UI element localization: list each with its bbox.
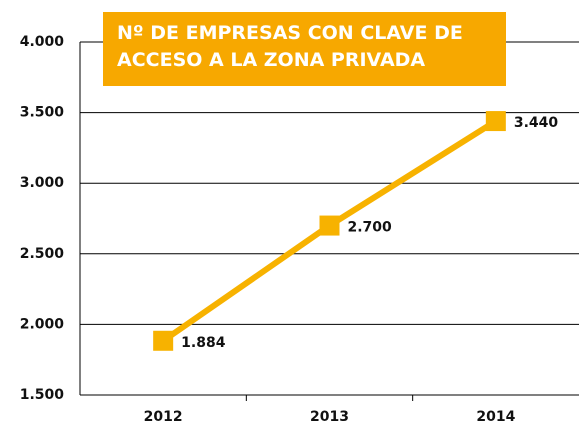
marker [153,330,174,351]
y-tick-label: 4.000 [20,34,65,50]
data-label: 3.440 [514,115,559,131]
x-tick-label: 2013 [310,409,349,425]
y-tick-label: 3.500 [20,105,65,121]
y-tick-label: 3.000 [20,175,65,191]
chart-title: Nº DE EMPRESAS CON CLAVE DE ACCESO A LA … [103,12,506,86]
data-label: 1.884 [181,335,226,351]
y-tick-label: 1.500 [20,387,65,403]
x-tick-label: 2014 [476,409,515,425]
y-tick-label: 2.500 [20,246,65,262]
marker [319,215,340,236]
x-tick-label: 2012 [144,409,183,425]
marker [485,111,506,132]
y-tick-label: 2.000 [20,316,65,332]
data-label: 2.700 [348,220,393,236]
